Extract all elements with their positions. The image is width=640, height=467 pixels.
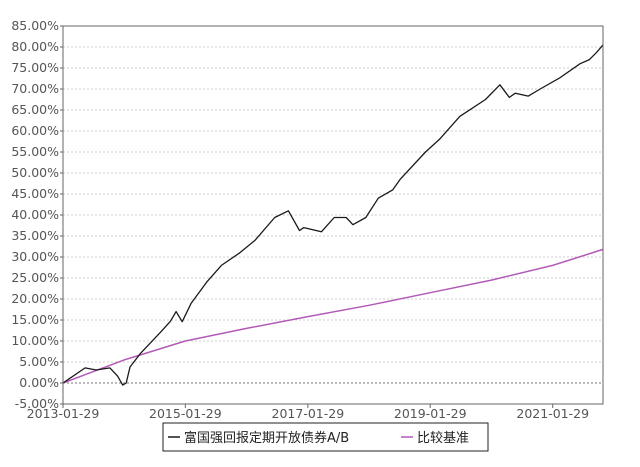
gridlines <box>63 46 603 384</box>
y-tick-label: 20.00% <box>11 291 59 306</box>
x-tick-label: 2021-01-29 <box>516 406 589 421</box>
y-tick-label: 10.00% <box>11 333 59 348</box>
y-tick-label: 40.00% <box>11 207 59 222</box>
plot-frame <box>62 25 604 405</box>
legend-box <box>162 422 489 452</box>
y-tick-label: 25.00% <box>11 270 59 285</box>
y-tick-label: 75.00% <box>11 60 59 75</box>
y-tick-label: 15.00% <box>11 312 59 327</box>
x-tick-label: 2017-01-29 <box>272 406 345 421</box>
x-tick-label: 2013-01-29 <box>27 406 100 421</box>
legend-label-benchmark: 比较基准 <box>417 431 469 446</box>
y-tick-label: 80.00% <box>11 39 59 54</box>
y-tick-label: -5.00% <box>15 396 59 411</box>
y-tick-label: 35.00% <box>11 228 59 243</box>
legend-label-fund: 富国强回报定期开放债券A/B <box>184 430 349 446</box>
y-tick-label: 85.00% <box>11 18 59 33</box>
legend: 富国强回报定期开放债券A/B 比较基准 <box>162 422 489 452</box>
y-tick-label: 0.00% <box>19 375 59 390</box>
y-tick-label: 45.00% <box>11 186 59 201</box>
y-tick-label: 60.00% <box>11 123 59 138</box>
fund-line <box>62 44 604 386</box>
x-tick-label: 2019-01-29 <box>394 406 467 421</box>
y-tick-label: 65.00% <box>11 102 59 117</box>
y-axis: -5.00% 0.00% 5.00% 10.00% 15.00% 20.00% 25.00%… <box>11 18 63 411</box>
y-tick-label: 50.00% <box>11 165 59 180</box>
benchmark-line <box>62 248 604 384</box>
x-tick-label: 2015-01-29 <box>149 406 222 421</box>
y-tick-label: 55.00% <box>11 144 59 159</box>
y-tick-label: 5.00% <box>19 354 59 369</box>
y-tick-label: 30.00% <box>11 249 59 264</box>
y-tick-label: 70.00% <box>11 81 59 96</box>
series-lines <box>62 44 604 386</box>
x-axis: 2013-01-29 2015-01-29 2017-01-29 2019-01-29… <box>27 404 589 421</box>
